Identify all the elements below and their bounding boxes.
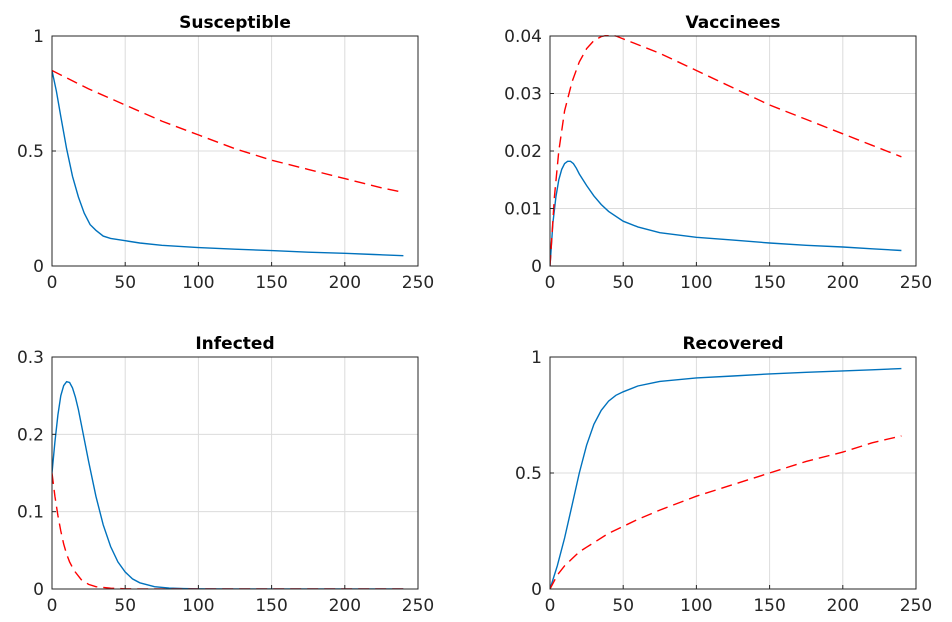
infected-series-solid-line xyxy=(52,380,404,589)
x-tick-label: 200 xyxy=(827,596,859,616)
recovered-series-dashed-line xyxy=(550,435,902,589)
x-tick-label: 50 xyxy=(114,273,136,293)
x-tick-label: 0 xyxy=(545,273,556,293)
y-tick-label: 0.5 xyxy=(515,464,542,484)
x-tick-label: 100 xyxy=(680,596,712,616)
panel-susceptible: 0 50 100 150 200 250 0 0.5 1 Susceptible xyxy=(17,13,434,293)
x-tick-label: 250 xyxy=(900,273,932,293)
x-tick-label: 0 xyxy=(47,273,58,293)
x-tick-label: 250 xyxy=(900,596,932,616)
vaccinees-title: Vaccinees xyxy=(686,13,781,33)
susceptible-title: Susceptible xyxy=(179,13,291,33)
panel-vaccinees: 0 50 100 150 200 250 0 0.01 0.02 0.03 0.04 Vaccinee… xyxy=(504,13,932,293)
x-tick-label: 200 xyxy=(827,273,859,293)
x-tick-label: 100 xyxy=(680,273,712,293)
x-tick-label: 150 xyxy=(255,596,287,616)
susceptible-series-solid-line xyxy=(52,70,404,257)
susceptible-series-dashed-line xyxy=(52,69,404,194)
infected-series-dashed-line xyxy=(52,472,404,589)
x-tick-label: 150 xyxy=(255,273,287,293)
x-tick-label: 150 xyxy=(753,596,785,616)
y-tick-label: 1 xyxy=(531,348,542,368)
x-tick-label: 50 xyxy=(612,596,634,616)
axes-box xyxy=(51,356,419,590)
x-tick-label: 50 xyxy=(114,596,136,616)
y-tick-label: 0.2 xyxy=(17,425,44,445)
y-tick-label: 0.5 xyxy=(17,142,44,162)
x-tick-label: 100 xyxy=(182,596,214,616)
y-tick-label: 1 xyxy=(33,27,44,47)
y-tick-label: 0.3 xyxy=(17,348,44,368)
y-tick-label: 0.03 xyxy=(504,85,542,105)
recovered-series-solid-line xyxy=(550,367,902,589)
infected-title: Infected xyxy=(195,334,274,354)
panel-recovered: 0 50 100 150 200 250 0 0.5 1 Recovered xyxy=(515,334,932,616)
x-tick-label: 200 xyxy=(329,273,361,293)
x-tick-label: 150 xyxy=(753,273,785,293)
y-tick-label: 0 xyxy=(531,257,542,277)
x-tick-label: 250 xyxy=(402,596,434,616)
y-tick-label: 0 xyxy=(33,257,44,277)
y-tick-label: 0.04 xyxy=(504,27,542,47)
y-tick-label: 0 xyxy=(33,580,44,600)
y-tick-label: 0.02 xyxy=(504,142,542,162)
panel-infected: 0 50 100 150 200 250 0 0.1 0.2 0.3 Infected xyxy=(17,334,434,616)
x-tick-label: 250 xyxy=(402,273,434,293)
y-tick-label: 0.01 xyxy=(504,200,542,220)
x-tick-label: 100 xyxy=(182,273,214,293)
x-tick-label: 50 xyxy=(612,273,634,293)
vaccinees-series-dashed-line xyxy=(550,35,902,266)
y-tick-label: 0 xyxy=(531,580,542,600)
recovered-title: Recovered xyxy=(682,334,783,354)
y-tick-label: 0.1 xyxy=(17,503,44,523)
x-tick-label: 200 xyxy=(329,596,361,616)
x-tick-label: 0 xyxy=(545,596,556,616)
vaccinees-series-solid-line xyxy=(550,160,902,266)
x-tick-label: 0 xyxy=(47,596,58,616)
